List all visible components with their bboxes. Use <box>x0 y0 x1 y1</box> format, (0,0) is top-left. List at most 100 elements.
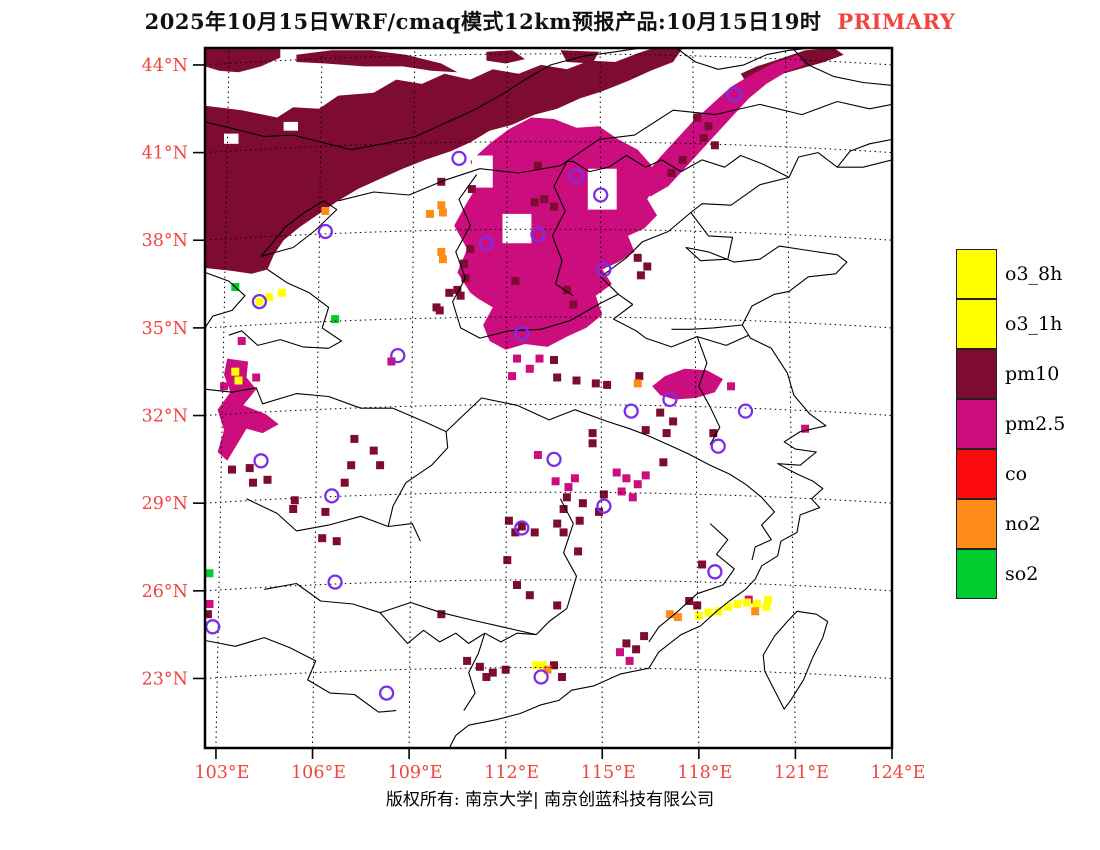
pollution-cell-pm10 <box>340 478 349 487</box>
legend-swatch-o3_1h <box>956 299 997 349</box>
pollution-cell-pm10 <box>453 285 462 294</box>
legend-item-pm10: pm10 <box>956 349 1096 399</box>
boundary-line <box>745 483 776 561</box>
pollution-cell-o3_8h <box>255 297 264 306</box>
station-marker <box>205 619 221 635</box>
pollution-cell-pm2.5 <box>612 468 621 477</box>
pollution-cell-o3_8h <box>764 595 773 604</box>
pollution-cell-o3_8h <box>714 607 723 616</box>
station-marker <box>710 438 726 454</box>
pollution-cell-pm10 <box>245 464 254 473</box>
pollution-cell-pm10 <box>435 306 444 315</box>
pollution-cell-pm10 <box>599 490 608 499</box>
legend-label: co <box>1005 463 1028 485</box>
longitude-gridline <box>785 48 796 748</box>
latitude-gridline <box>205 579 892 592</box>
pollution-cell-o3_8h <box>532 661 541 670</box>
legend-item-no2: no2 <box>956 499 1096 549</box>
legend-swatch-o3_8h <box>956 249 997 299</box>
boundary-line <box>566 154 790 178</box>
pollution-cell-pm2.5 <box>628 493 637 502</box>
boundary-line <box>205 48 641 151</box>
pollution-region-pm2.5 <box>652 368 723 400</box>
lon-tick-label: 121°E <box>774 763 829 783</box>
legend-swatch-so2 <box>956 549 997 599</box>
pollution-cell-pm2.5 <box>727 382 735 391</box>
pollution-cell-pm2.5 <box>205 600 214 608</box>
pollution-cell-o3_8h <box>538 661 547 670</box>
lon-tick-label: 109°E <box>388 763 443 783</box>
pollution-cell-o3_8h <box>231 367 240 376</box>
lat-tick-label: 44°N <box>142 56 188 76</box>
pollution-cell-o3_8h <box>265 293 274 302</box>
pollution-cell-pm10 <box>678 155 687 164</box>
pollution-cell-pm10 <box>710 141 719 150</box>
pollution-cell-pm10 <box>588 429 597 438</box>
boundary-line <box>612 304 647 339</box>
boundary-line <box>535 498 578 635</box>
boundary-line <box>463 633 486 711</box>
legend-swatch-pm2.5 <box>956 399 997 449</box>
map-border <box>203 46 894 750</box>
longitude-gridline <box>215 48 230 748</box>
legend-item-so2: so2 <box>956 549 1096 599</box>
legend-swatch-co <box>956 449 997 499</box>
pollution-cell-pm10 <box>656 408 665 417</box>
boundary-line <box>696 336 721 445</box>
pollution-cell-pm10 <box>530 528 539 537</box>
pollution-cell-no2 <box>665 610 674 619</box>
station-marker <box>317 223 334 240</box>
lat-tick-label: 38°N <box>142 231 188 251</box>
pollution-cell-pm10 <box>459 259 468 268</box>
pollution-cell-pm10 <box>591 379 600 388</box>
pollution-cell-pm10 <box>553 519 562 528</box>
pollution-cell-no2 <box>438 255 447 264</box>
pollution-cell-pm10 <box>622 639 631 648</box>
pollutant-legend: o3_8h o3_1h pm10 pm2.5 co no2 so2 <box>956 249 1096 599</box>
pollution-region-pm10 <box>205 48 281 73</box>
pollution-cell-pm10 <box>562 493 571 502</box>
pollution-cell-pm10 <box>569 300 578 309</box>
pollution-cell-pm10 <box>369 446 378 455</box>
pollution-cell-pm10 <box>525 591 534 600</box>
pollution-cell-pm10 <box>636 271 645 280</box>
pollution-cell-no2 <box>437 247 446 256</box>
pollution-cell-pm10 <box>667 169 676 177</box>
boundary-line <box>648 523 735 643</box>
pollution-cell-o3_8h <box>704 608 713 617</box>
boundary-line <box>762 610 829 710</box>
station-marker <box>451 150 467 167</box>
lon-tick-label: 103°E <box>194 763 249 783</box>
pollution-cell-pm10 <box>641 426 650 435</box>
pollution-cell-pm10 <box>321 507 330 516</box>
pollution-cell-pm2.5 <box>237 337 246 345</box>
pollution-region-pm10 <box>205 48 683 274</box>
station-marker <box>324 488 340 504</box>
pollution-cell-pm10 <box>290 496 299 505</box>
pollution-cell-pm2.5 <box>570 474 579 483</box>
pollution-cell-no2 <box>543 665 552 674</box>
pollution-cell-pm10 <box>588 439 597 448</box>
pollution-cell-pm10 <box>437 610 446 619</box>
longitude-gridline <box>312 48 323 748</box>
pollution-cell-pm10 <box>228 465 236 474</box>
pollution-cell-pm10 <box>289 505 298 513</box>
boundary-line <box>445 397 746 485</box>
pollution-cell-pm10 <box>503 556 512 565</box>
pollution-cell-pm2.5 <box>801 424 810 433</box>
pollution-cell-so2 <box>331 315 340 324</box>
pollution-cell-pm10 <box>698 560 707 569</box>
pollution-cell-pm10 <box>603 380 612 389</box>
pollution-cell-pm10 <box>709 429 718 438</box>
pollution-cell-no2 <box>321 207 330 215</box>
pollution-cell-pm10 <box>553 373 562 382</box>
pollution-cell-pm10 <box>578 499 587 508</box>
boundary-line <box>379 612 537 644</box>
pollution-cell-pm10 <box>704 122 713 131</box>
pollution-cell-pm2.5 <box>387 357 396 366</box>
pollution-cell-no2 <box>438 208 447 217</box>
pollution-cell-pm10 <box>540 195 549 204</box>
pollution-cell-pm2.5 <box>616 648 624 657</box>
pollution-cell-pm2.5 <box>508 372 517 381</box>
pollution-cell-pm2.5 <box>641 471 650 480</box>
